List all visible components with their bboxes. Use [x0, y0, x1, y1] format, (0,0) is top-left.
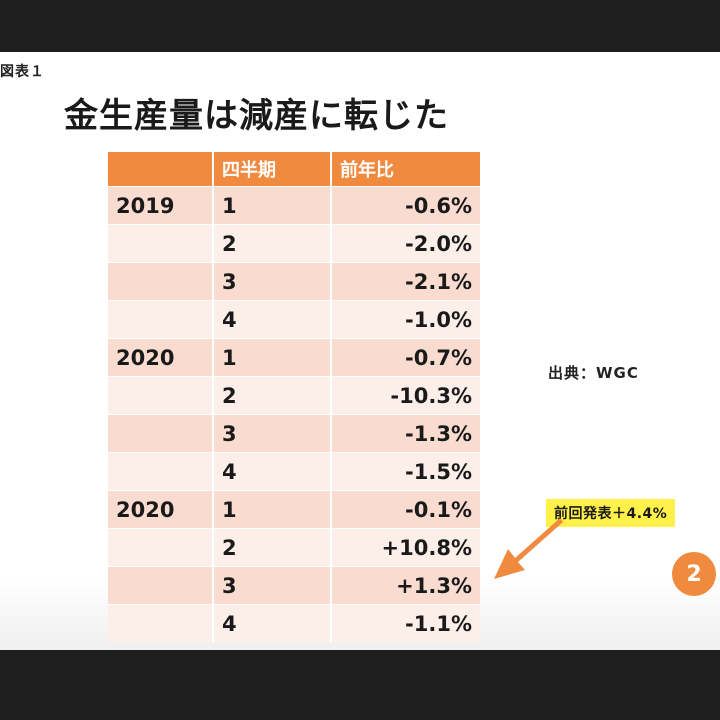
slide-title: 金生産量は減産に転じた	[64, 96, 449, 136]
cell-year	[108, 604, 214, 642]
cell-year	[108, 376, 214, 414]
table-row: 3 +1.3%	[108, 566, 480, 604]
table-row: 2 -10.3%	[108, 376, 480, 414]
cell-yoy: -2.1%	[332, 262, 480, 300]
cell-quarter: 1	[214, 186, 332, 224]
table-header-row: 四半期 前年比	[108, 152, 480, 186]
data-table: 四半期 前年比 2019 1 -0.6% 2 -2.0% 3 -2.1%	[108, 152, 480, 642]
table-row: 2019 1 -0.6%	[108, 186, 480, 224]
cell-year	[108, 262, 214, 300]
cell-quarter: 2	[214, 224, 332, 262]
header-yoy: 前年比	[332, 152, 480, 186]
cell-year	[108, 528, 214, 566]
cell-yoy: -0.6%	[332, 186, 480, 224]
video-top-letterbox	[0, 0, 720, 52]
table-row: 4 -1.0%	[108, 300, 480, 338]
cell-yoy: +1.3%	[332, 566, 480, 604]
video-bottom-letterbox	[0, 650, 720, 720]
cell-quarter: 4	[214, 452, 332, 490]
cell-yoy: -1.1%	[332, 604, 480, 642]
table-row: 4 -1.1%	[108, 604, 480, 642]
header-quarter: 四半期	[214, 152, 332, 186]
cell-year	[108, 224, 214, 262]
cell-quarter: 3	[214, 414, 332, 452]
cell-year	[108, 566, 214, 604]
cell-yoy: -1.3%	[332, 414, 480, 452]
cell-year: 2020	[108, 490, 214, 528]
cell-quarter: 4	[214, 604, 332, 642]
cell-quarter: 4	[214, 300, 332, 338]
cell-yoy: -0.7%	[332, 338, 480, 376]
cell-quarter: 1	[214, 338, 332, 376]
cell-year: 2020	[108, 338, 214, 376]
cell-quarter: 2	[214, 376, 332, 414]
cell-yoy: +10.8%	[332, 528, 480, 566]
cell-yoy: -10.3%	[332, 376, 480, 414]
arrow-shape	[494, 518, 568, 579]
cell-quarter: 3	[214, 262, 332, 300]
table-row: 2 +10.8%	[108, 528, 480, 566]
header-year	[108, 152, 214, 186]
cell-yoy: -1.5%	[332, 452, 480, 490]
table-row: 3 -1.3%	[108, 414, 480, 452]
cell-quarter: 3	[214, 566, 332, 604]
presentation-slide: 図表１ 金生産量は減産に転じた 四半期 前年比 2019 1 -0.6% 2 -…	[0, 52, 720, 650]
cell-year	[108, 300, 214, 338]
cell-year	[108, 452, 214, 490]
cell-year: 2019	[108, 186, 214, 224]
cell-yoy: -2.0%	[332, 224, 480, 262]
cell-quarter: 1	[214, 490, 332, 528]
callout-label: 前回発表＋4.4%	[546, 499, 676, 527]
cell-yoy: -0.1%	[332, 490, 480, 528]
page-number-badge: 2	[672, 552, 716, 596]
figure-label: 図表１	[0, 64, 45, 80]
source-note: 出典：WGC	[548, 364, 639, 382]
table-row: 4 -1.5%	[108, 452, 480, 490]
table-row: 2020 1 -0.1%	[108, 490, 480, 528]
table-row: 2020 1 -0.7%	[108, 338, 480, 376]
cell-year	[108, 414, 214, 452]
cell-yoy: -1.0%	[332, 300, 480, 338]
cell-quarter: 2	[214, 528, 332, 566]
table-row: 3 -2.1%	[108, 262, 480, 300]
table-row: 2 -2.0%	[108, 224, 480, 262]
